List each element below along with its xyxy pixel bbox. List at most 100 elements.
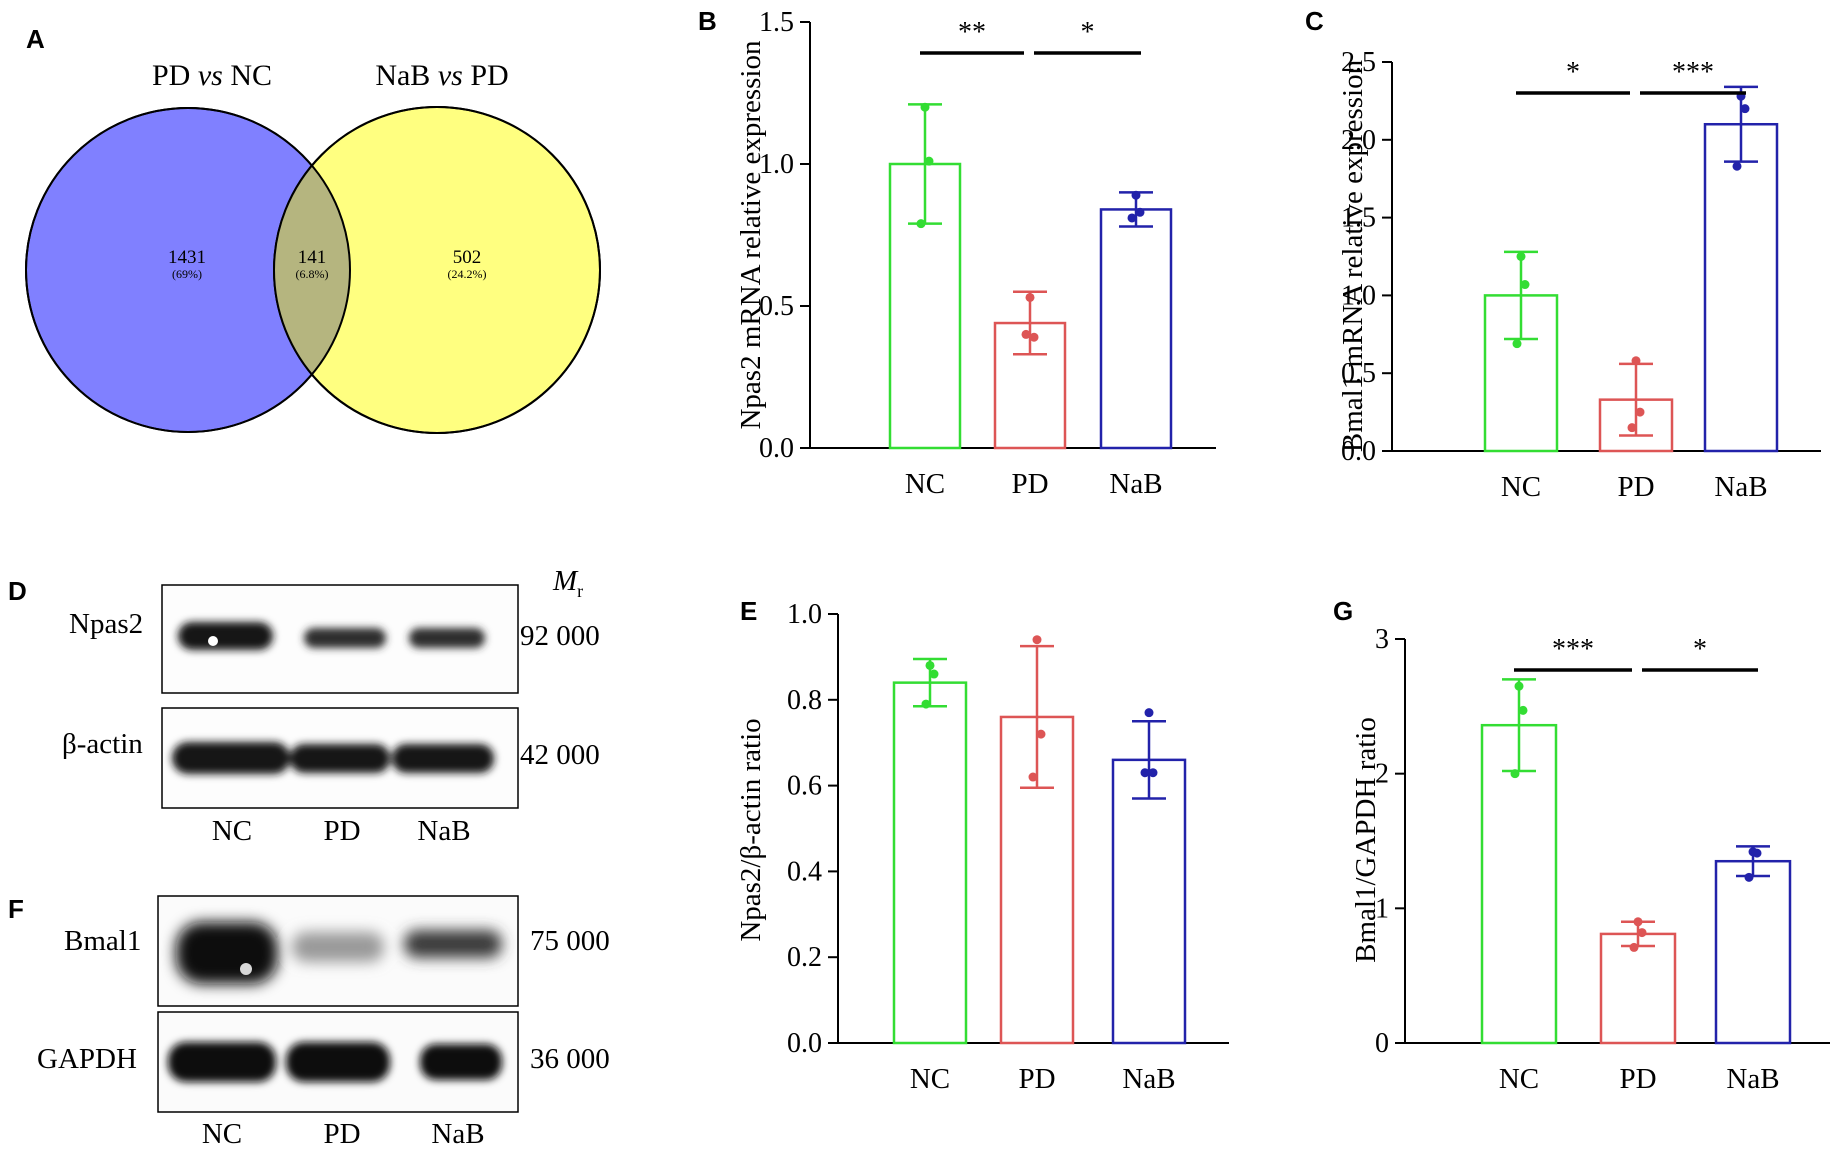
chart-e-point [1028,772,1038,782]
chart-c-sig-label: *** [1672,57,1714,88]
chart-c-ytick-label: 1.0 [1341,280,1376,311]
lane-label-f-pd: PD [323,1118,360,1150]
venn-right-count: 502 [453,247,482,268]
band-npas2-nab [409,628,485,648]
panel-label-a: A [26,24,45,54]
chart-g-sig-label: *** [1552,634,1594,665]
chart-c-point [1631,356,1641,366]
chart-b-point [1131,190,1141,200]
blot-label-npas2: Npas2 [69,608,143,640]
chart-g-bar-pd [1599,932,1677,1045]
venn-left-title: PD vs NC [152,59,272,92]
chart-e-point [921,699,931,709]
venn-left-pct: (69%) [172,267,202,281]
blot-label-beta-actin: β-actin [62,728,143,760]
panel-label-e: E [740,596,757,626]
chart-e-point [1148,768,1158,778]
chart-b-point [1127,213,1137,223]
panel-label-f: F [8,894,24,924]
chart-e-xlabel-nab: NaB [1122,1063,1175,1095]
chart-c-sig-label: * [1566,57,1580,88]
band-bmal1-nc [176,922,278,984]
chart-c-ytick-label: 1.5 [1341,203,1376,234]
chart-g-point [1510,769,1520,779]
chart-e-xlabel-pd: PD [1018,1063,1055,1095]
chart-b-ytick-label: 1.0 [759,149,794,180]
chart-g-ytick-label: 1 [1375,893,1389,924]
chart-b-point [1029,332,1039,342]
chart-g-xlabel-pd: PD [1619,1063,1656,1095]
chart-c-xlabel-nc: NC [1501,471,1541,503]
chart-g-ytick-label: 0 [1375,1028,1389,1059]
chart-b-point [1135,207,1145,217]
chart-e-ytick-label: 0.8 [787,685,822,716]
chart-e-ytick-label: 1.0 [787,599,822,630]
panel-label-c: C [1305,6,1324,36]
panel-label-b: B [698,6,717,36]
venn-overlap-pct: (6.8%) [296,267,329,281]
venn-panel: A PD vs NC NaB vs PD 1431 (69%) 141 (6.8… [25,24,601,434]
panel-label-g: G [1333,596,1353,626]
chart-c-point [1520,280,1530,290]
chart-c-ytick-label: 2.0 [1341,125,1376,156]
chart-c-point [1740,104,1750,114]
blot-gapdh [157,1011,519,1113]
venn-right-title-vs: vs [438,59,463,92]
blot-label-bmal1: Bmal1 [64,925,141,957]
lane-label-f-nc: NC [202,1118,242,1150]
chart-g-point [1752,848,1762,858]
chart-b-xlabel-nab: NaB [1109,468,1162,500]
band-gapdh-pd [286,1042,390,1082]
blot-speck [208,636,218,646]
band-gapdh-nab [420,1044,502,1080]
venn-right-outline [273,106,601,434]
venn-right-title-b: PD [463,59,509,92]
band-bmal1-nab [404,930,502,958]
chart-b-bar-nab [1099,208,1173,450]
venn-left-title-b: NC [223,59,272,92]
chart-g-sig-label: * [1693,634,1707,665]
chart-c-ytick-label: 2.5 [1341,47,1376,78]
chart-b-xlabel-pd: PD [1011,468,1048,500]
chart-e-bar-nab [1111,758,1187,1045]
chart-g-point [1633,917,1643,927]
venn-left-outline [25,107,351,433]
mw-bmal1: 75 000 [530,925,610,957]
chart-c-ytick-label: 0.5 [1341,358,1376,389]
chart-g-ytick-label: 3 [1375,624,1389,655]
chart-b-point [916,219,926,229]
mr-symbol: M [552,565,579,597]
chart-e-point [1144,708,1154,718]
chart-g-point [1514,681,1524,691]
chart-g-xlabel-nab: NaB [1726,1063,1779,1095]
chart-e-ytick-label: 0.6 [787,771,822,802]
chart-e-ytick-label: 0.0 [787,1028,822,1059]
chart-b-ytick-label: 0.0 [759,433,794,464]
venn-right-pct: (24.2%) [448,267,487,281]
chart-c-ylabel: Bmal1 mRNA relative expression [1337,59,1369,452]
blot-npas2 [161,584,519,694]
chart-e-ytick-label: 0.2 [787,942,822,973]
mw-beta-actin: 42 000 [520,739,600,771]
chart-e-xlabel-nc: NC [910,1063,950,1095]
chart-e-ytick-label: 0.4 [787,856,822,887]
lane-label-f-nab: NaB [431,1118,484,1150]
chart-g-ytick-label: 2 [1375,759,1389,790]
bar-chart-npas2-mrna: B 0.00.51.01.5NC PD NaB** *Npas2 mRNA relat… [698,6,1216,500]
mw-npas2: 92 000 [520,620,600,652]
venn-right-title-a: NaB [375,59,438,92]
venn-right-title: NaB vs PD [375,59,508,92]
chart-c-point [1512,339,1522,349]
chart-c-bar-nab [1703,122,1779,453]
chart-g-point [1629,942,1639,952]
chart-b-point [924,156,934,166]
blot-label-gapdh: GAPDH [37,1043,137,1075]
chart-c-point [1732,161,1742,171]
chart-b-sig-label: ** [958,17,986,48]
chart-c-point [1516,252,1526,261]
chart-c-ytick-label: 0.0 [1341,436,1376,467]
blot-bmal1-speck [240,963,252,975]
band-npas2-nc [178,622,273,650]
chart-b-point [920,102,930,112]
chart-b-sig-label: * [1081,17,1095,48]
